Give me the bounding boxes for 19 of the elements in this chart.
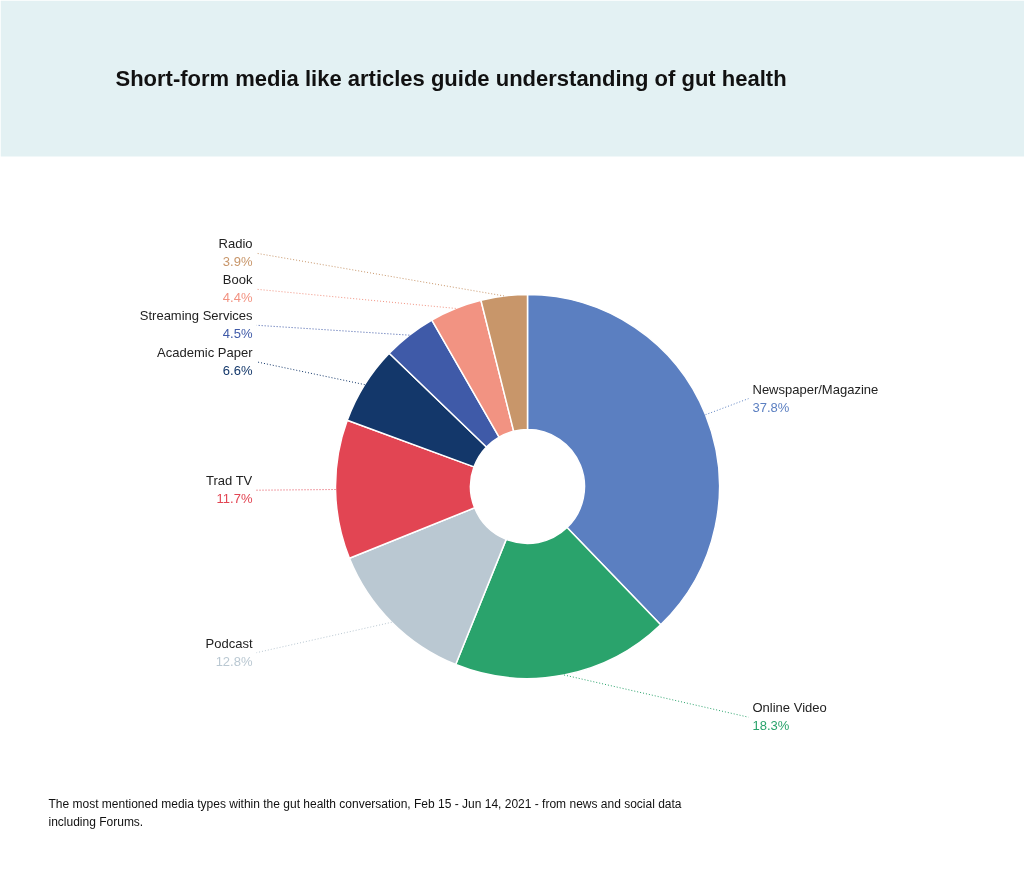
text: including Forums. — [48, 814, 144, 829]
slice-label: Online Video — [752, 700, 827, 716]
chart-title: Short-form media like articles guide understanding of gut health — [115, 66, 787, 91]
data-label: 11.7% — [216, 491, 253, 507]
slice-label: Radio — [218, 236, 253, 252]
data-label: 18.3% — [752, 718, 790, 734]
slice-label: Podcast — [205, 635, 253, 651]
data-label: 12.8% — [215, 653, 253, 669]
data-label: 3.9% — [222, 254, 253, 270]
slice-label: Trad TV — [206, 473, 253, 489]
data-label: 4.4% — [222, 290, 253, 306]
slice-label: Newspaper/Magazine — [752, 381, 879, 397]
slice-label: Academic Paper — [157, 344, 254, 360]
data-label: 6.6% — [222, 362, 253, 378]
data-label: 37.8% — [752, 399, 790, 415]
slice-label: Streaming Services — [139, 308, 253, 324]
data-label: 4.5% — [222, 326, 253, 342]
text: The most mentioned media types within the gut health conversation, Feb 15 - Jun 14, 2021 - from news and social data — [48, 796, 682, 811]
slice-label: Book — [222, 272, 253, 288]
